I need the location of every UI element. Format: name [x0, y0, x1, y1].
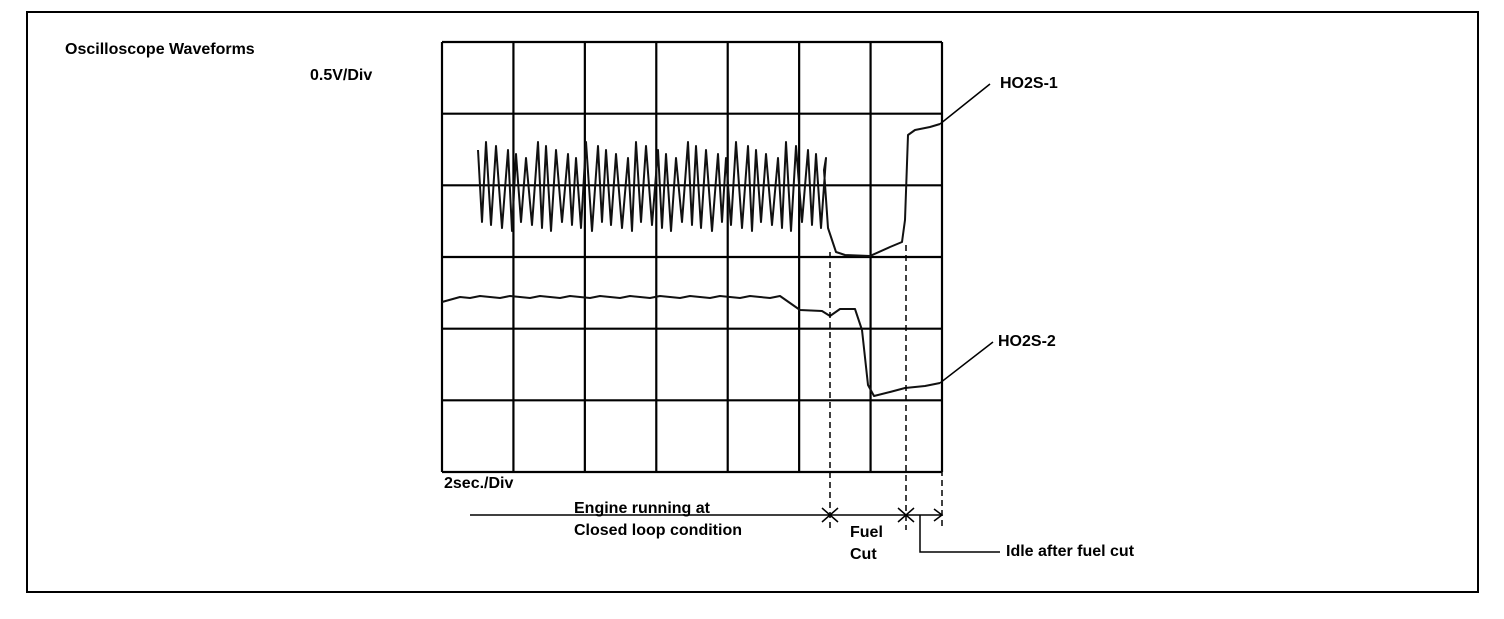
- phase-label: Closed loop condition: [574, 522, 742, 539]
- trace-label: HO2S-2: [998, 333, 1056, 350]
- ho2s-1-trace: [477, 123, 941, 257]
- time-scale: 2sec./Div: [444, 475, 513, 492]
- phase-label: Idle after fuel cut: [1006, 543, 1135, 560]
- idle-pointer: [919, 515, 1000, 553]
- phase-markers: [821, 507, 944, 523]
- title: Oscilloscope Waveforms: [65, 41, 255, 58]
- phase-label: Fuel: [850, 524, 883, 541]
- frame: [26, 11, 1479, 593]
- voltage-scale: 0.5V/Div: [310, 67, 372, 84]
- phase-label: Cut: [850, 546, 877, 563]
- scope-grid: [440, 40, 944, 474]
- ho2s-2-trace: [441, 295, 941, 397]
- trace-label: HO2S-1: [1000, 75, 1058, 92]
- leader: [939, 83, 991, 125]
- phase-label: Engine running at: [574, 500, 711, 517]
- leader: [939, 341, 994, 384]
